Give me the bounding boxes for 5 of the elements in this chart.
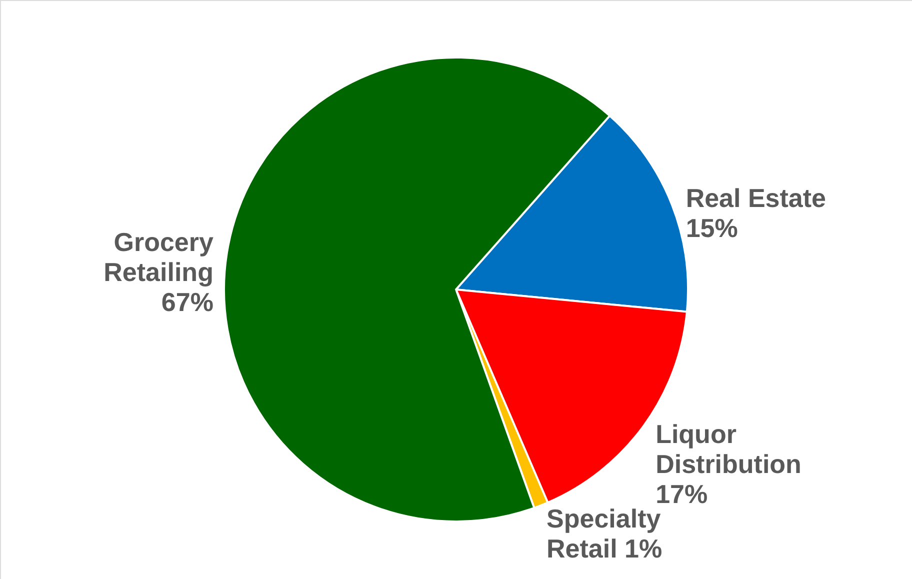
data-label: 67% [161, 286, 214, 317]
slice-label: Real Estate [686, 182, 826, 213]
data-label: 15% [686, 212, 738, 243]
slice-label: Grocery Retailing [104, 226, 214, 287]
slice-label: Liquor Distribution [656, 419, 802, 480]
